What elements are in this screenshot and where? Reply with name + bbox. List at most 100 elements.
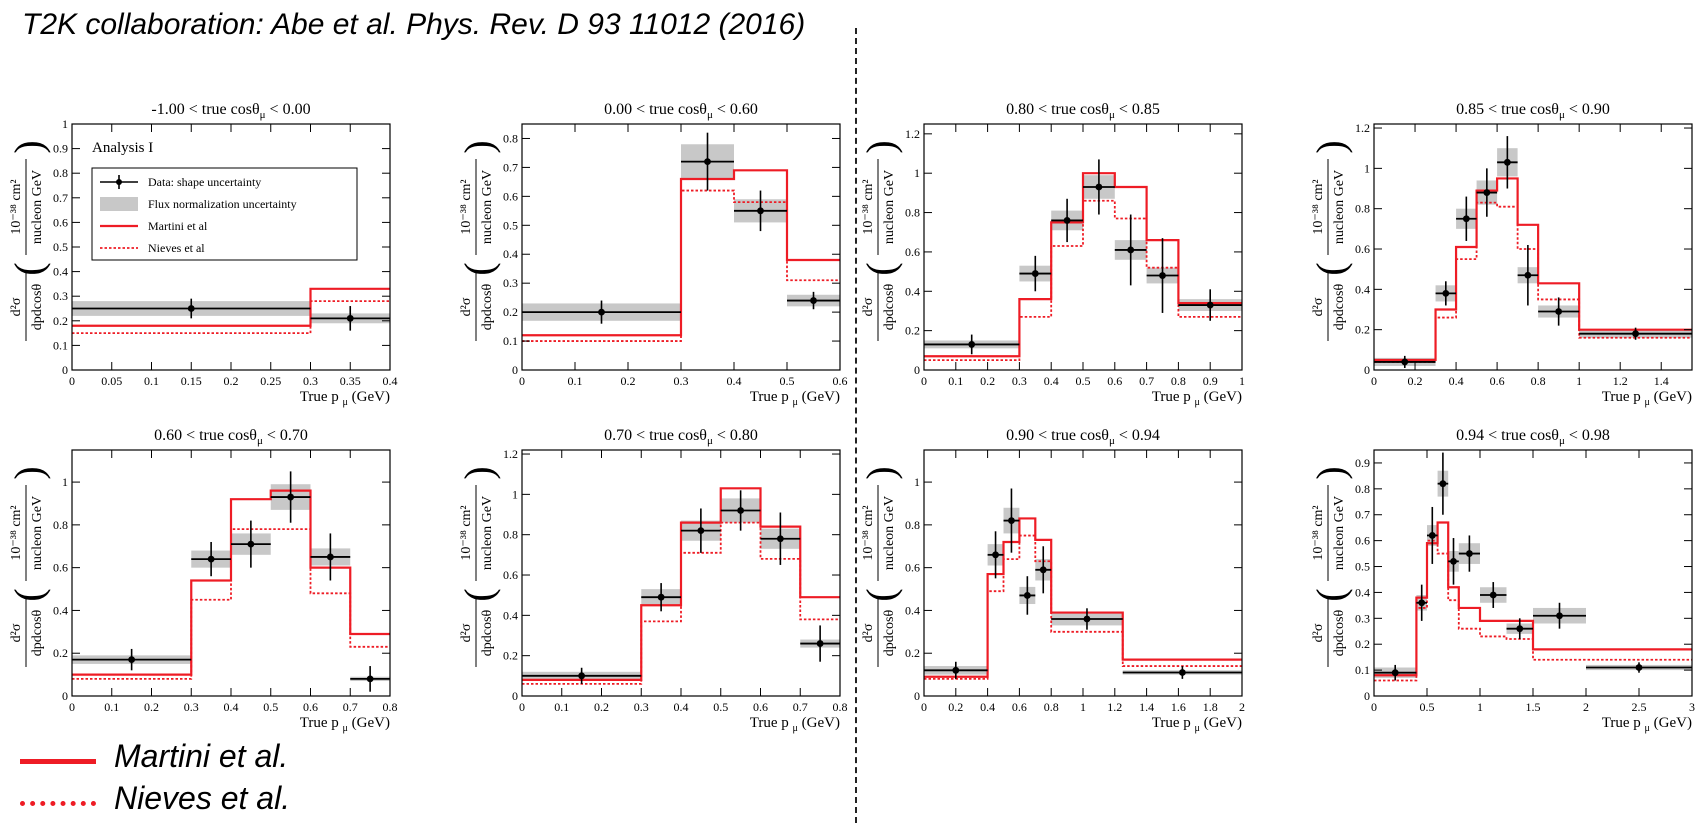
y-tick-label: 0.8 xyxy=(53,518,68,532)
data-point xyxy=(1159,272,1166,279)
x-tick-label: 0.25 xyxy=(260,374,281,388)
y-tick-label: 0.6 xyxy=(905,245,920,259)
data-point xyxy=(1023,592,1031,599)
data-point xyxy=(598,308,605,316)
x-tick-label: 0.6 xyxy=(1490,374,1505,388)
data-point xyxy=(757,207,764,215)
yunit-denominator: nucleon GeV xyxy=(882,170,897,244)
y-tick-label: 0.8 xyxy=(503,131,518,145)
x-tick-label: 1 xyxy=(1239,374,1245,388)
yunit-numerator: 10⁻³⁸ cm² xyxy=(459,179,474,234)
y-tick-label: 0.3 xyxy=(503,276,518,290)
x-tick-label: 0.4 xyxy=(224,700,239,714)
ylabel-paren-right: ) xyxy=(456,140,501,153)
ylabel-denominator: dpdcosθ xyxy=(480,284,495,331)
data-point xyxy=(657,593,665,601)
ylabel-denominator: dpdcosθ xyxy=(30,610,45,657)
x-tick-label: 0.8 xyxy=(1171,374,1186,388)
panel-title: 0.60 < true cosθμ < 0.70 xyxy=(154,427,308,447)
x-tick-label: 0.6 xyxy=(753,700,768,714)
data-point xyxy=(1556,612,1563,620)
plot-frame xyxy=(923,123,1243,371)
data-point xyxy=(1083,615,1091,623)
data-point xyxy=(1127,246,1135,254)
data-point xyxy=(1489,591,1497,599)
data-point xyxy=(1555,308,1563,315)
y-axis-label: d²σ dpdcosθ (10⁻³⁸ cm² nucleon GeV) xyxy=(1308,466,1353,667)
y-tick-label: 0.4 xyxy=(503,608,518,622)
legend-martini-label: Martini et al. xyxy=(114,738,289,774)
data-point xyxy=(187,305,195,312)
data-point xyxy=(1401,358,1409,366)
y-tick-label: 0.8 xyxy=(905,206,920,220)
data-point xyxy=(952,666,960,674)
x-tick-label: 0 xyxy=(519,374,525,388)
x-tick-label: 0.05 xyxy=(101,374,122,388)
yunit-denominator: nucleon GeV xyxy=(30,170,45,244)
ylabel-paren-right: ) xyxy=(6,466,51,479)
x-tick-label: 0 xyxy=(921,374,927,388)
x-axis-label: True p μ (GeV) xyxy=(300,389,390,408)
x-tick-label: 0.15 xyxy=(181,374,202,388)
y-tick-label: 0 xyxy=(1364,363,1370,377)
x-tick-label: 0.1 xyxy=(144,374,159,388)
data-point xyxy=(1632,330,1639,338)
data-point xyxy=(1483,189,1491,196)
x-tick-label: 0.3 xyxy=(303,374,318,388)
ylabel-numerator: d²σ xyxy=(861,623,876,642)
martini-series-line xyxy=(924,172,1242,358)
x-tick-label: 0.5 xyxy=(1420,700,1435,714)
y-tick-label: 0.4 xyxy=(905,603,920,617)
ylabel-numerator: d²σ xyxy=(9,623,24,642)
panel-title: 0.80 < true cosθμ < 0.85 xyxy=(1006,101,1160,121)
x-tick-label: 0.1 xyxy=(948,374,963,388)
martini-series-line xyxy=(1374,177,1692,362)
x-tick-label: 0.8 xyxy=(1531,374,1546,388)
yunit-denominator: nucleon GeV xyxy=(1332,496,1347,570)
y-tick-label: 0.4 xyxy=(503,247,518,261)
y-tick-label: 0.6 xyxy=(503,568,518,582)
x-tick-label: 0.6 xyxy=(833,374,848,388)
y-tick-label: 0.5 xyxy=(53,240,68,254)
y-tick-label: 0.4 xyxy=(53,265,68,279)
data-point xyxy=(810,297,817,304)
x-tick-label: 0 xyxy=(1371,700,1377,714)
ylabel-paren-left: ( xyxy=(456,588,501,601)
ylabel-paren-right: ) xyxy=(1308,466,1353,479)
ylabel-numerator: d²σ xyxy=(861,297,876,316)
martini-series-line xyxy=(522,169,840,337)
ylabel-paren-right: ) xyxy=(6,140,51,153)
x-tick-label: 0.1 xyxy=(104,700,119,714)
y-tick-label: 0.4 xyxy=(905,284,920,298)
section-divider xyxy=(855,28,857,823)
y-tick-label: 0.4 xyxy=(1355,585,1370,599)
y-tick-label: 0.3 xyxy=(53,289,68,303)
legend-martini: Martini et al. xyxy=(20,738,440,782)
x-tick-label: 0.4 xyxy=(1449,374,1464,388)
data-point xyxy=(366,675,374,683)
y-tick-label: 0.2 xyxy=(1355,323,1370,337)
x-tick-label: 0.8 xyxy=(833,700,848,714)
data-point xyxy=(776,535,784,543)
y-tick-label: 0.2 xyxy=(905,646,920,660)
yunit-denominator: nucleon GeV xyxy=(30,496,45,570)
y-tick-label: 0.6 xyxy=(503,189,518,203)
legend-nieves-label: Nieves et al. xyxy=(114,780,291,816)
y-axis-label: d²σ dpdcosθ (10⁻³⁸ cm² nucleon GeV) xyxy=(6,140,51,341)
x-tick-label: 1.2 xyxy=(1107,700,1122,714)
x-tick-label: 0.8 xyxy=(383,700,398,714)
legend-item-label: Flux normalization uncertainty xyxy=(148,197,297,211)
data-point xyxy=(578,672,586,680)
y-tick-label: 0 xyxy=(1364,689,1370,703)
data-point xyxy=(968,341,976,348)
data-point xyxy=(287,493,295,501)
data-point xyxy=(1516,625,1524,633)
x-tick-label: 0.7 xyxy=(1139,374,1154,388)
x-tick-label: 0.5 xyxy=(713,700,728,714)
x-tick-label: 1.4 xyxy=(1654,374,1669,388)
x-tick-label: 0.7 xyxy=(343,700,358,714)
ylabel-denominator: dpdcosθ xyxy=(30,284,45,331)
yunit-numerator: 10⁻³⁸ cm² xyxy=(861,179,876,234)
martini-solid-swatch xyxy=(20,759,96,764)
x-tick-label: 0.3 xyxy=(674,374,689,388)
